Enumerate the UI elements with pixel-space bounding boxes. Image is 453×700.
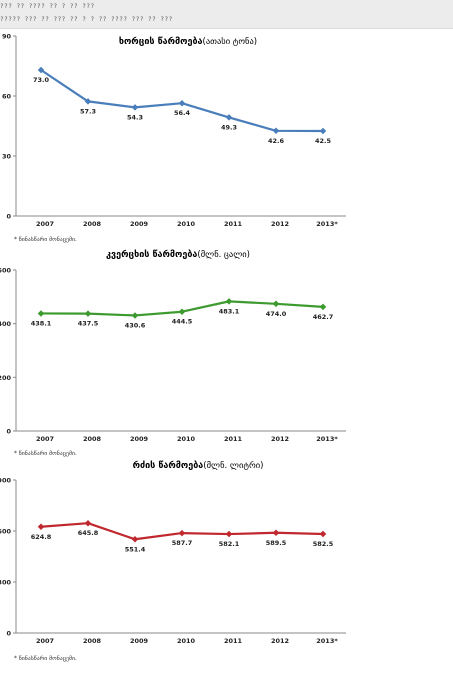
data-label: 474.0 <box>266 310 287 318</box>
data-label: 551.4 <box>125 545 146 553</box>
data-point-marker <box>84 98 92 105</box>
data-label: 624.8 <box>31 533 52 541</box>
egg-production-chart: კვერცხის წარმოება(მლნ. ცალი) 0 200 400 600 20… <box>0 249 453 462</box>
data-label: 73.0 <box>33 76 50 84</box>
x-tick-label: 2010 <box>177 220 196 228</box>
data-label: 444.5 <box>172 318 193 326</box>
y-tick-label: 600 <box>0 267 11 275</box>
chart-title-main: კვერცხის წარმოება <box>106 249 197 260</box>
y-tick-label: 90 <box>2 33 12 41</box>
x-tick-label: 2011 <box>224 637 243 645</box>
y-tick-label: 30 <box>2 153 12 161</box>
egg-footnote: * წინასწარი მონაცემი. <box>14 451 77 457</box>
data-point-marker <box>319 303 327 311</box>
chart-title-main: ხორცის წარმოება <box>119 36 203 47</box>
data-label: 645.8 <box>78 529 99 537</box>
data-label: 49.3 <box>221 123 237 131</box>
x-tick-label: 2007 <box>36 435 54 443</box>
data-label: 462.7 <box>313 313 334 321</box>
data-point-marker <box>37 523 45 531</box>
data-label: 582.5 <box>313 540 334 548</box>
header-line-1: ??? ?? ???? ?? ? ?? ??? <box>0 3 95 10</box>
x-tick-label: 2009 <box>130 220 149 228</box>
data-label: 430.6 <box>125 321 146 329</box>
data-point-marker <box>319 530 327 538</box>
chart-title-unit: (ათასი ტონა) <box>203 36 258 47</box>
data-point-marker <box>131 536 139 543</box>
x-tick-label: 2008 <box>83 637 102 645</box>
data-label: 54.3 <box>127 113 143 121</box>
data-point-marker <box>319 127 327 135</box>
meat-footnote: * წინასწარი მონაცემი. <box>14 237 77 243</box>
y-tick-label: 200 <box>0 374 11 382</box>
x-tick-label: 2010 <box>177 435 196 443</box>
y-tick-label: 0 <box>6 428 11 436</box>
x-tick-label: 2012 <box>271 435 289 443</box>
data-point-marker <box>131 104 139 111</box>
egg-production-plot: კვერცხის წარმოება(მლნ. ცალი) 0 200 400 600 20… <box>0 249 346 443</box>
data-label: 56.4 <box>174 109 191 117</box>
x-tick-label: 2008 <box>83 220 102 228</box>
x-tick-label: 2007 <box>36 220 54 228</box>
data-point-marker <box>131 312 139 319</box>
data-label: 42.6 <box>268 137 285 145</box>
data-point-marker <box>37 66 45 74</box>
x-tick-label: 2011 <box>224 435 243 443</box>
data-point-marker <box>37 310 45 317</box>
chart-title: რძის წარმოება(მლნ. ლიტრი) <box>133 460 264 471</box>
chart-title-unit: (მლნ. ლიტრი) <box>203 460 263 471</box>
y-tick-label: 400 <box>0 320 11 328</box>
data-label: 42.5 <box>315 137 332 145</box>
chart-title: ხორცის წარმოება(ათასი ტონა) <box>119 36 257 47</box>
x-tick-label: 2012 <box>271 637 289 645</box>
page-header: ??? ?? ???? ?? ? ?? ??? ????? ??? ?? ???… <box>0 0 453 29</box>
data-point-marker <box>84 310 92 317</box>
x-tick-label: 2007 <box>36 637 54 645</box>
x-tick-label: 2013* <box>316 220 338 228</box>
data-point-marker <box>225 530 233 538</box>
x-tick-label: 2011 <box>224 220 243 228</box>
meat-production-chart: ხორცის წარმოება(ათასი ტონა) 0 30 60 90 2007 20… <box>0 28 453 250</box>
x-tick-label: 2013* <box>316 435 338 443</box>
y-tick-label: 900 <box>0 477 11 485</box>
milk-footnote: * წინასწარი მონაცემი. <box>14 656 77 662</box>
data-point-marker <box>225 114 233 121</box>
data-label: 57.3 <box>80 107 96 115</box>
header-line-2: ????? ??? ?? ??? ?? ? ? ?? ???? ??? ?? ?… <box>0 16 173 23</box>
y-tick-label: 0 <box>6 630 11 638</box>
x-tick-label: 2009 <box>130 637 149 645</box>
data-point-marker <box>272 300 280 308</box>
data-label: 587.7 <box>172 539 193 547</box>
data-point-marker <box>272 127 280 135</box>
y-tick-label: 600 <box>0 528 11 536</box>
data-label: 582.1 <box>219 540 240 548</box>
data-point-marker <box>178 308 186 315</box>
chart-title-unit: (მლნ. ცალი) <box>197 249 250 260</box>
y-tick-label: 60 <box>2 93 12 101</box>
x-tick-label: 2013* <box>316 637 338 645</box>
data-label: 437.5 <box>78 320 99 328</box>
x-tick-label: 2009 <box>130 435 149 443</box>
x-tick-label: 2012 <box>271 220 289 228</box>
milk-production-chart: რძის წარმოება(მლნ. ლიტრი) 0 300 600 900 2007 2… <box>0 460 453 700</box>
milk-production-plot: რძის წარმოება(მლნ. ლიტრი) 0 300 600 900 2007 2… <box>0 460 346 645</box>
chart-title-main: რძის წარმოება <box>133 460 204 471</box>
y-tick-label: 0 <box>6 213 11 221</box>
data-point-marker <box>225 298 233 305</box>
meat-production-plot: ხორცის წარმოება(ათასი ტონა) 0 30 60 90 2007 20… <box>2 33 346 228</box>
y-tick-label: 300 <box>0 579 11 587</box>
data-point-marker <box>178 99 186 107</box>
data-label: 438.1 <box>31 319 52 327</box>
data-point-marker <box>272 529 280 537</box>
data-label: 483.1 <box>219 307 240 315</box>
x-tick-label: 2008 <box>83 435 102 443</box>
x-tick-label: 2010 <box>177 637 196 645</box>
data-point-marker <box>178 529 186 537</box>
data-point-marker <box>84 519 92 527</box>
chart-title: კვერცხის წარმოება(მლნ. ცალი) <box>106 249 250 260</box>
data-label: 589.5 <box>266 539 287 547</box>
